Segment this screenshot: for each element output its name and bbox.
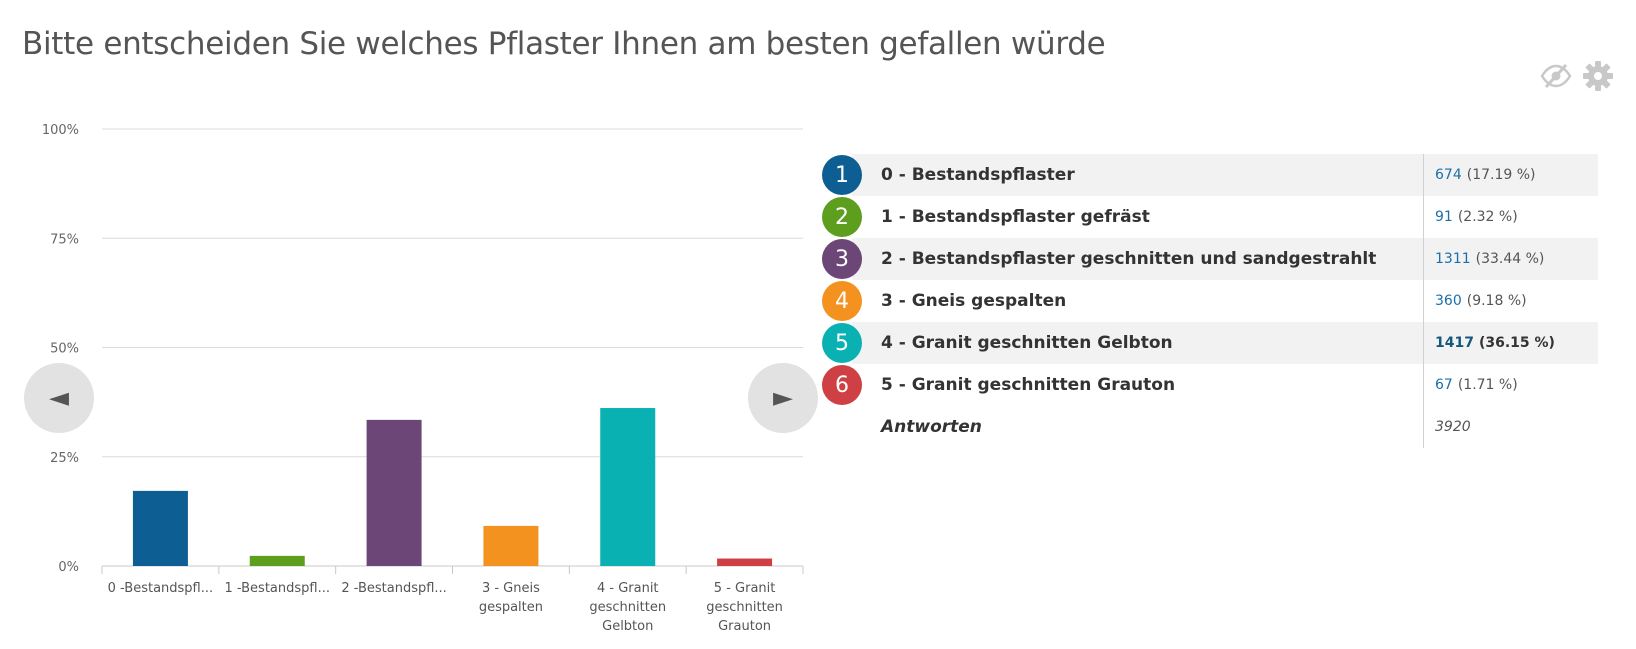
bar-chart: 0% 25% 50% 75% 100% 0 -Bestandspfl... 1 -Besta… <box>42 123 804 634</box>
legend-label: 5 - Granit geschnitten Grauton <box>881 375 1176 395</box>
legend-value: 674 (17.19 %) <box>1435 154 1536 196</box>
legend-badge: 1 <box>822 155 862 195</box>
y-tick-label: 100% <box>42 123 79 138</box>
x-tick-label: 4 - Granit geschnitten Gelbton <box>589 581 666 634</box>
chevron-left-icon: ◄ <box>49 383 69 413</box>
legend-row: 2 1 - Bestandspflaster gefräst 91 (2.32 %) <box>822 196 1598 238</box>
y-tick-label: 0% <box>58 560 79 575</box>
legend-value: 1311 (33.44 %) <box>1435 238 1544 280</box>
bar-5 <box>717 558 773 566</box>
column-divider <box>1423 196 1424 238</box>
legend-label: 2 - Bestandspflaster geschnitten und san… <box>881 249 1377 269</box>
column-divider <box>1423 238 1424 280</box>
column-divider <box>1423 154 1424 196</box>
x-tick-label: 1 -Bestandspfl... <box>225 581 331 596</box>
response-percent: (17.19 %) <box>1466 167 1536 183</box>
legend-row: 1 0 - Bestandspflaster 674 (17.19 %) <box>822 154 1598 196</box>
row-background <box>852 322 1598 364</box>
response-percent: (1.71 %) <box>1457 377 1518 393</box>
response-count-link[interactable]: 1311 <box>1435 251 1471 267</box>
legend-row: 4 3 - Gneis gespalten 360 (9.18 %) <box>822 280 1598 322</box>
response-count-link[interactable]: 67 <box>1435 377 1453 393</box>
y-tick-label: 75% <box>50 232 79 247</box>
legend-value: 91 (2.32 %) <box>1435 196 1518 238</box>
response-count-link[interactable]: 360 <box>1435 293 1462 309</box>
previous-chart-button[interactable]: ◄ <box>24 363 94 433</box>
legend-badge: 5 <box>822 323 862 363</box>
response-count-link[interactable]: 1417 <box>1435 335 1474 351</box>
response-percent: (9.18 %) <box>1466 293 1527 309</box>
legend-label: 4 - Granit geschnitten Gelbton <box>881 333 1173 353</box>
legend-value: 67 (1.71 %) <box>1435 364 1518 406</box>
next-chart-button[interactable]: ► <box>748 363 818 433</box>
eye-slash-icon[interactable] <box>1538 58 1574 94</box>
legend-badge: 4 <box>822 281 862 321</box>
x-tick-label: 0 -Bestandspfl... <box>108 581 214 596</box>
legend-badge: 2 <box>822 197 862 237</box>
x-tick-label: 2 -Bestandspfl... <box>341 581 447 596</box>
legend-label: 3 - Gneis gespalten <box>881 291 1067 311</box>
total-row: Antworten 3920 <box>822 406 1598 448</box>
gear-icon[interactable] <box>1580 58 1616 94</box>
legend-value: 1417 (36.15 %) <box>1435 322 1555 364</box>
total-label: Antworten <box>881 417 982 437</box>
y-tick-label: 25% <box>50 451 79 466</box>
page-title: Bitte entscheiden Sie welches Pflaster I… <box>22 26 1106 62</box>
legend-row: 5 4 - Granit geschnitten Gelbton 1417 (36.1… <box>822 322 1598 364</box>
bar-2 <box>366 419 422 566</box>
total-value: 3920 <box>1435 406 1471 448</box>
x-tick-label: 3 - Gneis gespalten <box>479 581 543 615</box>
column-divider <box>1423 280 1424 322</box>
row-background <box>852 154 1598 196</box>
chevron-right-icon: ► <box>773 383 793 413</box>
response-count-link[interactable]: 91 <box>1435 209 1453 225</box>
total-count: 3920 <box>1435 419 1471 435</box>
response-percent: (36.15 %) <box>1478 335 1555 351</box>
response-count-link[interactable]: 674 <box>1435 167 1462 183</box>
bar-0 <box>132 490 188 566</box>
y-tick-label: 50% <box>50 342 79 357</box>
response-percent: (2.32 %) <box>1457 209 1518 225</box>
legend-value: 360 (9.18 %) <box>1435 280 1527 322</box>
legend-row: 6 5 - Granit geschnitten Grauton 67 (1.71 %… <box>822 364 1598 406</box>
bar-4 <box>600 408 656 566</box>
x-tick-label: 5 - Granit geschnitten Grauton <box>706 581 783 634</box>
bar-1 <box>249 555 305 566</box>
legend-badge: 6 <box>822 365 862 405</box>
bar-3 <box>483 525 539 566</box>
legend-label: 1 - Bestandspflaster gefräst <box>881 207 1150 227</box>
legend-label: 0 - Bestandspflaster <box>881 165 1075 185</box>
column-divider <box>1423 364 1424 406</box>
legend-badge: 3 <box>822 239 862 279</box>
column-divider <box>1423 406 1424 448</box>
response-percent: (33.44 %) <box>1475 251 1545 267</box>
legend-row: 3 2 - Bestandspflaster geschnitten und sa… <box>822 238 1598 280</box>
column-divider <box>1423 322 1424 364</box>
row-background <box>852 238 1598 280</box>
